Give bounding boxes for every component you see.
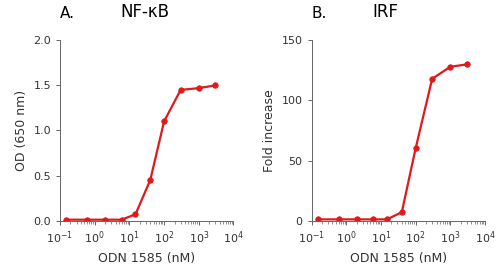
X-axis label: ODN 1585 (nM): ODN 1585 (nM) bbox=[98, 252, 196, 265]
Text: NF-κB: NF-κB bbox=[120, 3, 170, 21]
Y-axis label: Fold increase: Fold increase bbox=[263, 89, 276, 172]
Y-axis label: OD (650 nm): OD (650 nm) bbox=[14, 90, 28, 171]
X-axis label: ODN 1585 (nM): ODN 1585 (nM) bbox=[350, 252, 447, 265]
Text: A.: A. bbox=[60, 6, 75, 21]
Text: B.: B. bbox=[312, 6, 327, 21]
Text: IRF: IRF bbox=[372, 3, 398, 21]
